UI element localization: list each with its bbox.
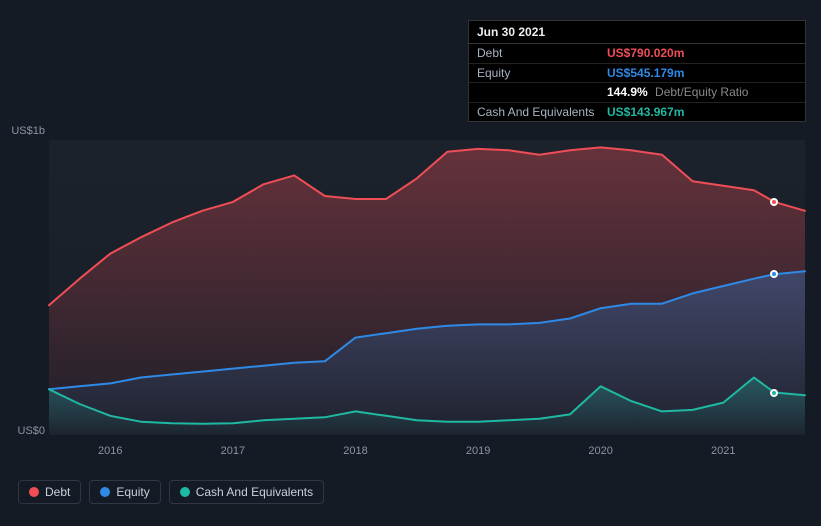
tooltip-label: Equity bbox=[477, 66, 607, 80]
x-axis-tick: 2020 bbox=[588, 445, 612, 457]
y-axis-tick-min: US$0 bbox=[0, 425, 45, 437]
tooltip-value-equity: US$545.179m bbox=[607, 66, 684, 80]
tooltip-label: Cash And Equivalents bbox=[477, 105, 607, 119]
legend-swatch-cash bbox=[180, 487, 190, 497]
tooltip-ratio: 144.9% Debt/Equity Ratio bbox=[607, 85, 748, 99]
x-axis-tick: 2021 bbox=[711, 445, 735, 457]
tooltip-value-debt: US$790.020m bbox=[607, 46, 684, 60]
chart-plot-area[interactable] bbox=[49, 140, 805, 435]
hover-marker-debt bbox=[770, 198, 778, 206]
x-axis-tick: 2019 bbox=[466, 445, 490, 457]
legend-label: Debt bbox=[45, 485, 70, 499]
tooltip-label: Debt bbox=[477, 46, 607, 60]
legend-swatch-debt bbox=[29, 487, 39, 497]
hover-tooltip: Jun 30 2021 Debt US$790.020m Equity US$5… bbox=[468, 20, 806, 122]
tooltip-row-debt: Debt US$790.020m bbox=[469, 44, 805, 63]
hover-marker-equity bbox=[770, 270, 778, 278]
hover-marker-cash bbox=[770, 389, 778, 397]
x-axis-tick: 2017 bbox=[221, 445, 245, 457]
y-axis-tick-max: US$1b bbox=[0, 125, 45, 137]
x-axis-tick: 2016 bbox=[98, 445, 122, 457]
legend: Debt Equity Cash And Equivalents bbox=[18, 480, 324, 504]
area-chart-svg bbox=[49, 140, 805, 435]
tooltip-row-ratio: 144.9% Debt/Equity Ratio bbox=[469, 83, 805, 102]
tooltip-date: Jun 30 2021 bbox=[469, 21, 805, 44]
legend-label: Equity bbox=[116, 485, 149, 499]
tooltip-label-blank bbox=[477, 85, 607, 99]
tooltip-value-cash: US$143.967m bbox=[607, 105, 684, 119]
tooltip-row-cash: Cash And Equivalents US$143.967m bbox=[469, 103, 805, 121]
legend-item-equity[interactable]: Equity bbox=[89, 480, 160, 504]
x-axis-tick: 2018 bbox=[343, 445, 367, 457]
legend-item-cash[interactable]: Cash And Equivalents bbox=[169, 480, 324, 504]
tooltip-row-equity: Equity US$545.179m bbox=[469, 64, 805, 83]
legend-item-debt[interactable]: Debt bbox=[18, 480, 81, 504]
legend-swatch-equity bbox=[100, 487, 110, 497]
legend-label: Cash And Equivalents bbox=[196, 485, 313, 499]
